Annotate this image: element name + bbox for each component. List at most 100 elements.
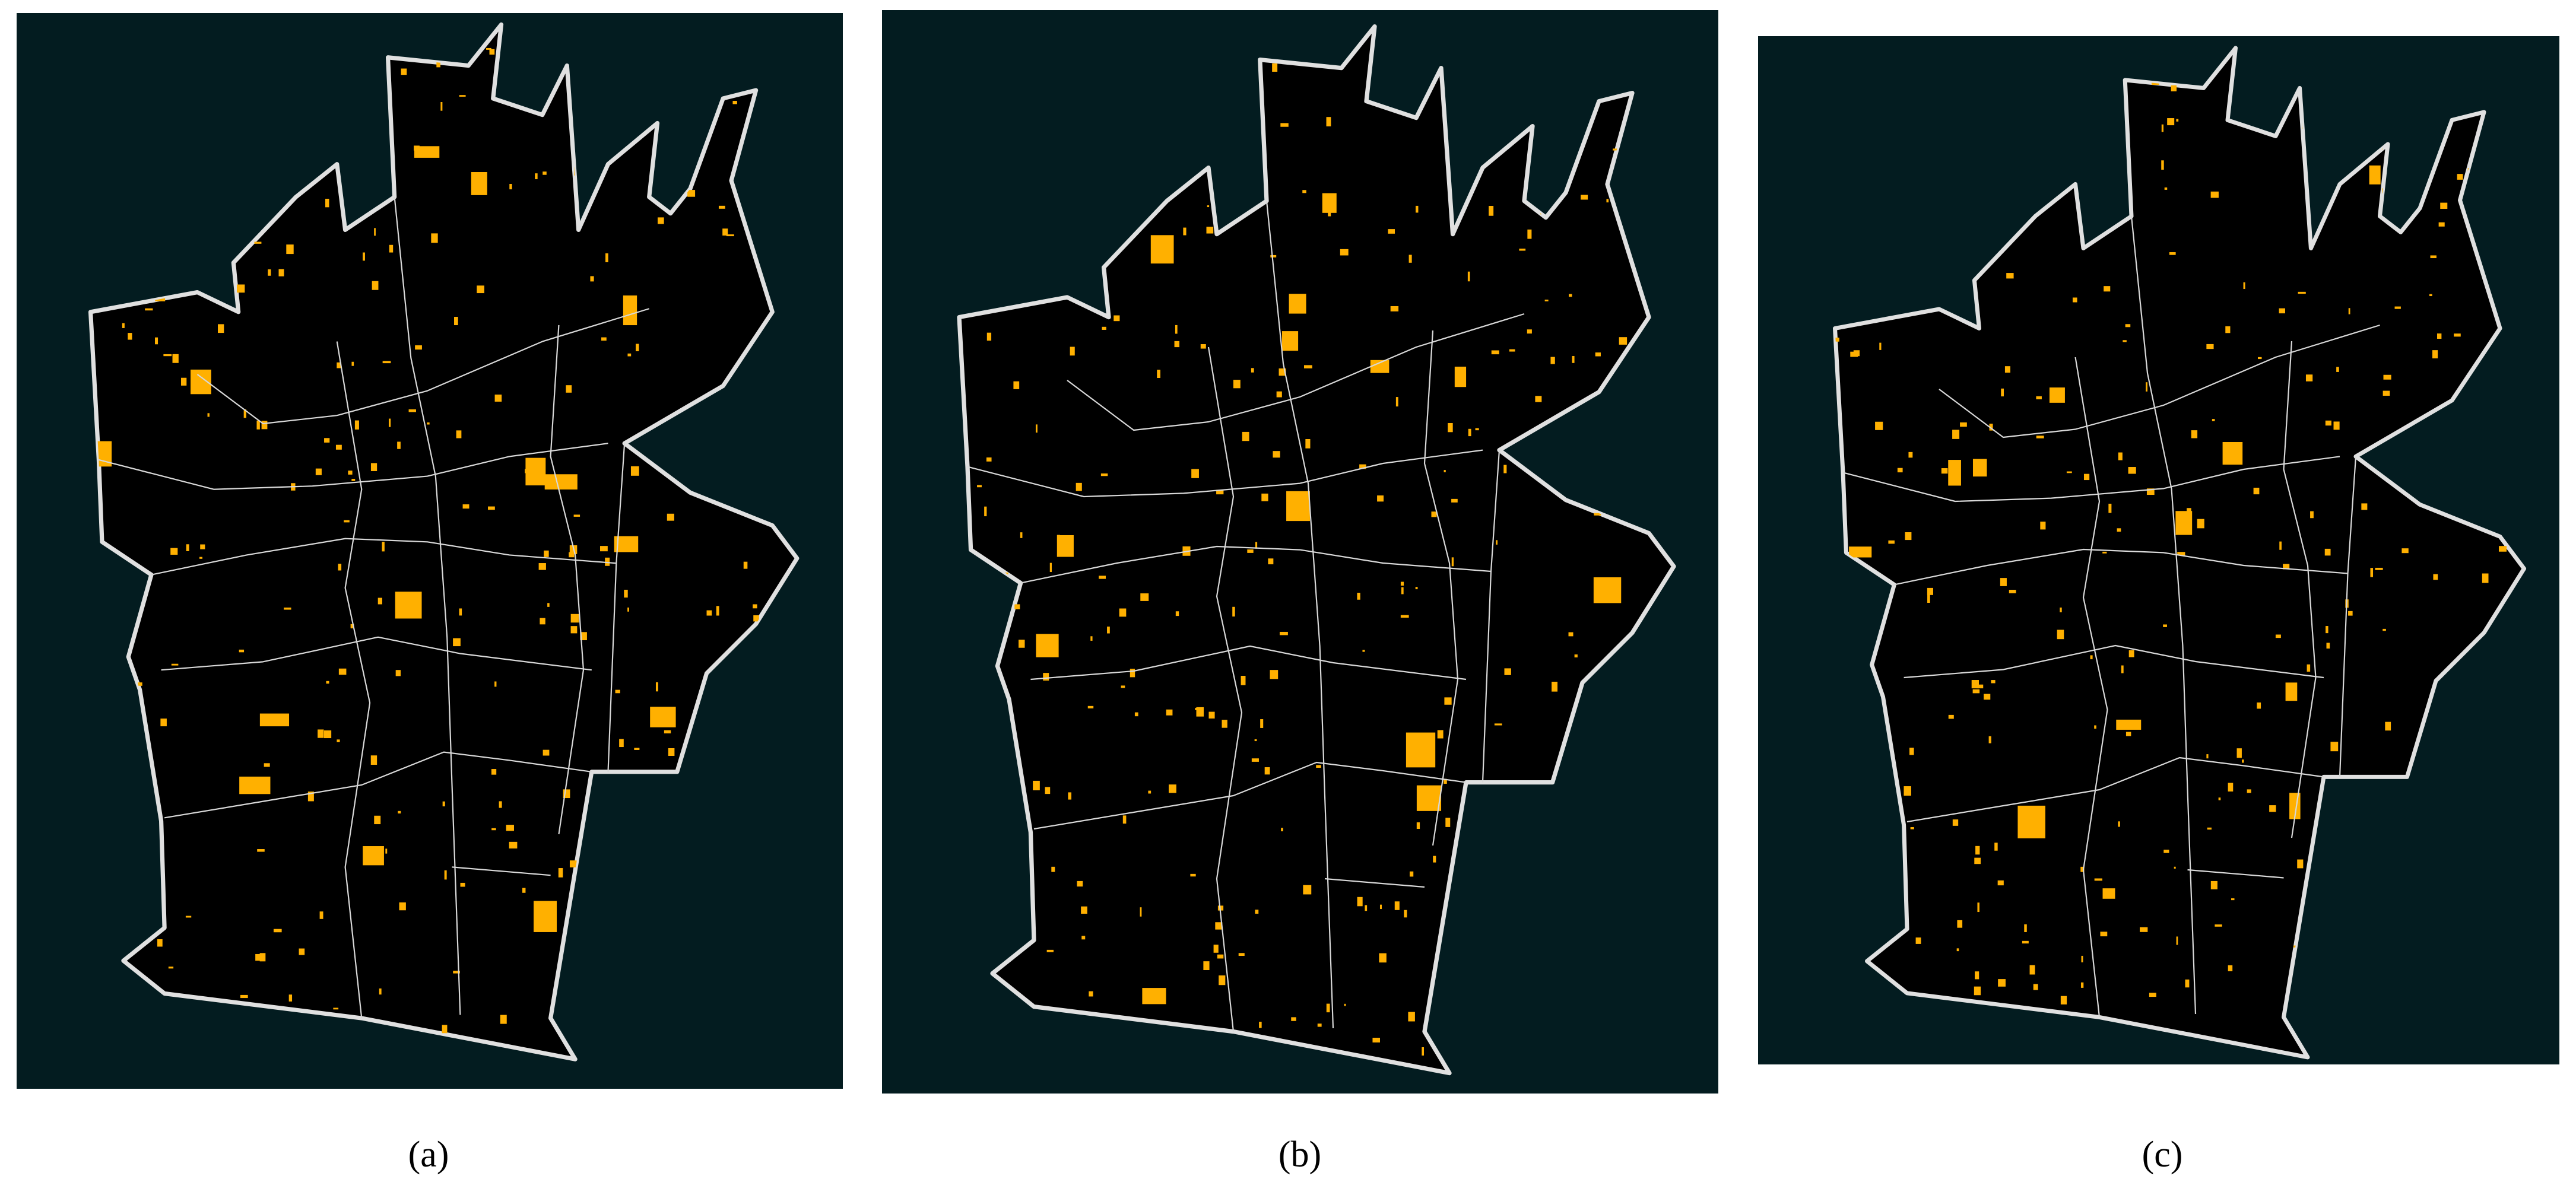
land-patch [984, 506, 987, 517]
land-patch [1467, 271, 1470, 282]
land-patch [1268, 558, 1274, 565]
land-patch [1991, 680, 1996, 684]
land-patch [160, 719, 167, 727]
land-patch [1377, 495, 1384, 502]
land-patch [399, 902, 406, 911]
land-patch [1437, 730, 1444, 739]
land-patch [1020, 532, 1023, 538]
land-patch [2116, 719, 2142, 730]
land-patch [1404, 910, 1407, 918]
land-patch [2125, 732, 2131, 736]
land-patch [2171, 85, 2177, 91]
land-patch [2210, 881, 2217, 889]
land-patch [207, 413, 210, 417]
land-patch [722, 228, 728, 236]
land-patch [257, 849, 265, 852]
land-patch [1140, 907, 1142, 917]
land-patch [1581, 195, 1588, 200]
land-patch [1247, 549, 1254, 553]
land-patch [1049, 562, 1052, 573]
land-patch [2432, 350, 2438, 359]
land-patch [286, 244, 294, 255]
land-patch [1994, 843, 1998, 851]
land-patch [408, 409, 416, 412]
land-patch [395, 592, 422, 619]
land-patch [1408, 1012, 1415, 1022]
land-patch [395, 670, 401, 676]
land-patch [2118, 821, 2120, 827]
land-patch [2394, 306, 2401, 309]
land-patch [427, 422, 430, 425]
land-patch [1527, 329, 1532, 334]
land-patch [2033, 984, 2038, 990]
land-patch [218, 324, 224, 333]
land-patch [1960, 422, 1967, 427]
land-patch [1519, 249, 1526, 251]
land-patch [1972, 689, 1980, 694]
land-patch [377, 597, 382, 605]
land-patch [1242, 431, 1249, 441]
land-patch [1927, 593, 1930, 603]
land-patch [1357, 897, 1363, 907]
land-patch [664, 730, 671, 734]
land-patch [256, 420, 260, 430]
land-patch [2482, 573, 2489, 583]
land-patch [668, 748, 675, 756]
land-patch [2040, 522, 2046, 530]
land-patch [1915, 937, 1921, 944]
land-patch [1036, 634, 1059, 657]
land-patch [1035, 424, 1038, 433]
land-patch [239, 776, 271, 794]
land-patch [615, 689, 620, 694]
land-patch [535, 173, 538, 180]
land-patch [1222, 720, 1227, 728]
land-patch [543, 749, 550, 756]
land-patch [239, 649, 245, 653]
land-patch [1289, 294, 1306, 314]
land-patch [2080, 866, 2085, 872]
land-patch [1077, 881, 1083, 887]
land-patch [325, 198, 329, 208]
land-patch [1157, 370, 1160, 379]
land-patch [2100, 932, 2108, 937]
land-patch [1496, 540, 1498, 545]
land-patch [2438, 222, 2445, 227]
land-patch [1544, 299, 1549, 301]
land-patch [1422, 1047, 1424, 1056]
land-patch [382, 361, 391, 364]
land-patch [2167, 118, 2175, 126]
land-patch [138, 682, 142, 686]
land-patch [185, 916, 192, 918]
land-patch [1388, 229, 1395, 234]
land-patch [370, 755, 377, 765]
land-patch [122, 323, 125, 328]
land-patch [1977, 684, 1984, 689]
land-patch [1045, 787, 1051, 794]
land-patch [1972, 459, 1987, 477]
land-patch [2257, 357, 2262, 360]
land-patch [1302, 190, 1306, 193]
land-patch [453, 638, 461, 647]
land-patch [414, 146, 440, 158]
land-patch [477, 285, 484, 294]
land-patch [278, 269, 284, 276]
land-patch [363, 252, 365, 261]
land-patch [1142, 988, 1166, 1005]
land-patch [1448, 422, 1453, 433]
land-patch [2370, 568, 2374, 577]
land-patch [2401, 548, 2409, 554]
land-patch [1317, 1023, 1322, 1027]
land-patch [2163, 624, 2167, 627]
land-patch [2006, 273, 2014, 279]
land-patch [2369, 165, 2381, 185]
land-patch [2185, 979, 2190, 988]
land-patch [590, 276, 594, 282]
land-patch [2017, 805, 2045, 838]
land-patch [382, 542, 385, 552]
land-patch [623, 295, 637, 326]
land-patch [1394, 901, 1400, 910]
land-patch [500, 1015, 507, 1024]
land-patch [1910, 827, 1914, 829]
land-patch [460, 882, 465, 887]
land-patch [2212, 419, 2215, 421]
